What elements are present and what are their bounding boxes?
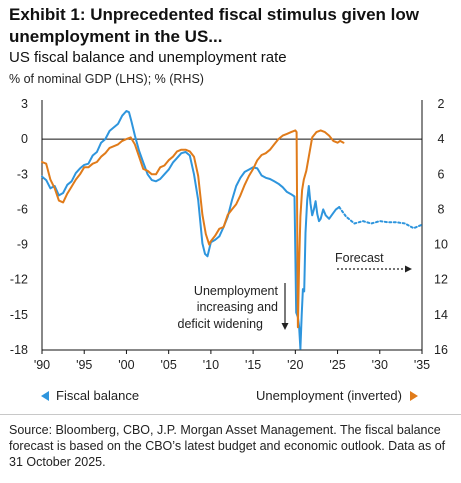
x-tick-label: '15 [245,358,261,372]
annotations: Forecast Unemployment increasing and def… [178,251,412,331]
forecast-label: Forecast [335,251,384,265]
left-tick-label: -6 [17,202,28,216]
unemployment-legend-marker [410,391,418,401]
series-lines [41,110,423,350]
left-tick-label: -3 [17,167,28,181]
fiscal-legend-marker [41,391,49,401]
left-tick-label: 3 [21,97,28,111]
unemployment-note-line-1: Unemployment [194,284,279,298]
x-tick-label: '25 [329,358,345,372]
unemployment-line [41,129,345,329]
forecast-arrow-head [405,265,412,273]
right-tick-label: 6 [438,167,445,181]
x-tick-label: '05 [161,358,177,372]
fiscal-balance-line [41,110,341,350]
right-tick-label: 4 [438,132,445,146]
plot-area [41,100,423,354]
footer-divider [0,414,461,415]
fiscal-balance-forecast-line [338,206,423,230]
source-note: Source: Bloomberg, CBO, J.P. Morgan Asse… [9,423,446,469]
unemployment-note-line-3: deficit widening [178,317,264,331]
x-tick-label: '10 [203,358,219,372]
right-tick-label: 12 [434,273,448,287]
left-tick-label: -12 [10,273,28,287]
chart-subtitle: US fiscal balance and unemployment rate [9,49,287,66]
x-tick-label: '90 [34,358,50,372]
legend: Fiscal balance Unemployment (inverted) [41,388,418,403]
line-chart: 3 0 -3 -6 -9 -12 -15 -18 2 4 6 8 10 12 14 16 '90 '95 '00… [10,97,448,403]
right-axis-tick-labels: 2 4 6 8 10 12 14 16 [434,97,448,357]
right-tick-label: 8 [438,202,445,216]
left-tick-label: -9 [17,238,28,252]
units-note: % of nominal GDP (LHS); % (RHS) [9,72,204,86]
unemployment-legend-label: Unemployment (inverted) [256,388,402,403]
right-tick-label: 14 [434,308,448,322]
x-tick-label: '95 [76,358,92,372]
left-tick-label: -15 [10,308,28,322]
x-tick-label: '20 [287,358,303,372]
x-tick-label: '30 [372,358,388,372]
x-tick-label: '35 [414,358,430,372]
left-tick-label: 0 [21,132,28,146]
x-axis-tick-labels: '90 '95 '00 '05 '10 '15 '20 '25 '30 '35 [34,358,430,372]
x-tick-label: '00 [118,358,134,372]
left-tick-label: -18 [10,343,28,357]
unemployment-note-line-2: increasing and [197,300,278,314]
chart-title: Exhibit 1: Unprecedented fiscal stimulus… [9,5,419,46]
right-tick-label: 16 [434,343,448,357]
fiscal-legend-label: Fiscal balance [56,388,139,403]
right-tick-label: 10 [434,238,448,252]
unemployment-note-arrow-head [281,323,289,330]
left-axis-tick-labels: 3 0 -3 -6 -9 -12 -15 -18 [10,97,28,357]
right-tick-label: 2 [438,97,445,111]
